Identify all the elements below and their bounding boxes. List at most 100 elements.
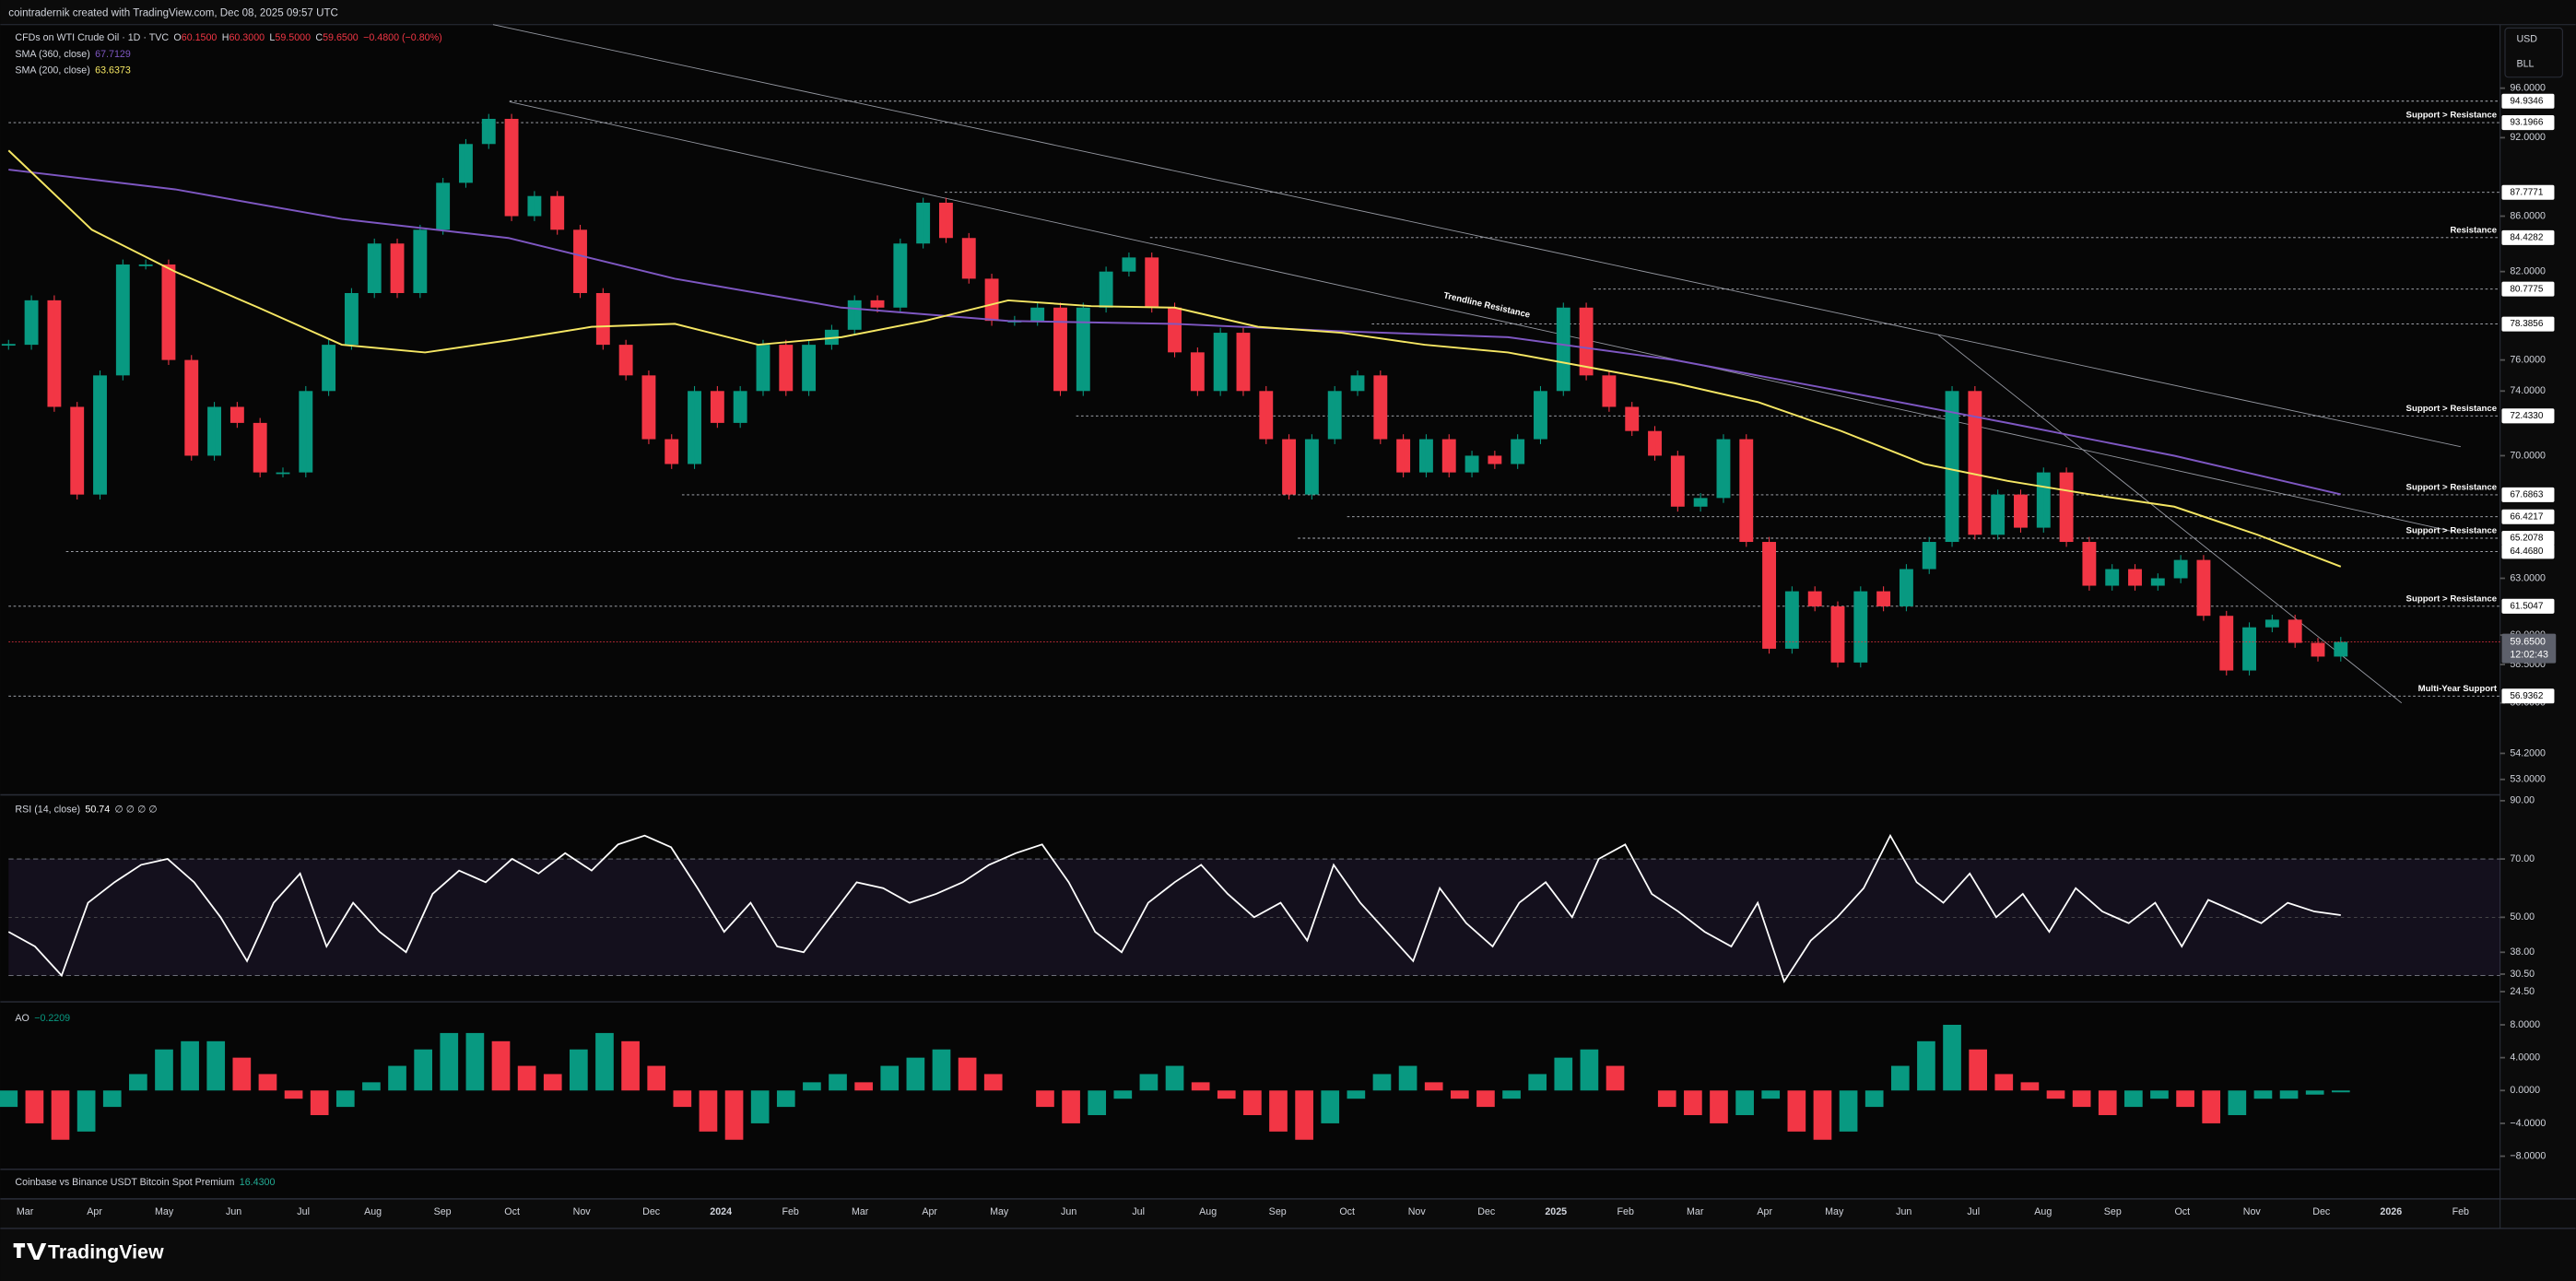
legend: SMA (360, close) 67.7129 <box>15 49 130 60</box>
y-tick-label: 54.2000 <box>2510 747 2546 758</box>
x-tick-label: Feb <box>1617 1206 1634 1217</box>
ao-bar <box>1890 1065 1910 1091</box>
x-tick-label: Aug <box>364 1206 382 1217</box>
legend-item: H <box>222 32 229 43</box>
ao-bar <box>1761 1090 1781 1099</box>
ao-bar <box>102 1090 122 1108</box>
y-tick-label: 70.00 <box>2510 853 2535 864</box>
ao-bar <box>1528 1074 1547 1091</box>
level-tag <box>2501 598 2555 614</box>
ao-bar <box>647 1065 666 1091</box>
ao-bar <box>129 1074 147 1091</box>
ao-bar <box>750 1090 770 1123</box>
ao-bar <box>1710 1090 1728 1123</box>
x-tick-label: Sep <box>1269 1206 1287 1217</box>
legend: CFDs on WTI Crude Oil · 1D · TVC O60.1500… <box>15 32 441 43</box>
ao-bar <box>206 1040 226 1091</box>
legend-item: −0.4800 (−0.80%) <box>363 32 442 43</box>
unit-box[interactable] <box>2504 27 2563 78</box>
y-tick-label: −4.0000 <box>2510 1118 2546 1129</box>
ao-bar <box>1657 1090 1676 1108</box>
currency[interactable]: USD <box>2516 34 2537 45</box>
x-tick-label: Aug <box>1199 1206 1217 1217</box>
x-tick-label: Jun <box>1896 1206 1911 1217</box>
y-tick-label: 24.50 <box>2510 986 2535 997</box>
x-tick-label: Mar <box>17 1206 34 1217</box>
annotation: Support > Resistance <box>2406 482 2498 492</box>
ao-bar <box>440 1032 459 1091</box>
ao-bar <box>1321 1090 1340 1123</box>
legend-item: O <box>173 32 181 43</box>
legend-item: 67.7129 <box>95 49 131 60</box>
level-tag <box>2501 487 2555 502</box>
ao-bar <box>2202 1090 2221 1123</box>
ao-bar <box>724 1090 744 1140</box>
ao-bar <box>2098 1090 2117 1116</box>
ao-bar <box>854 1082 873 1091</box>
legend-item: C <box>315 32 323 43</box>
x-tick-label: 2026 <box>2380 1206 2402 1217</box>
level-label: 61.5047 <box>2510 601 2543 611</box>
x-tick-label: Sep <box>434 1206 452 1217</box>
ao-bar <box>2020 1082 2040 1091</box>
ao-bar <box>258 1074 277 1091</box>
legend-item: Coinbase vs Binance USDT Bitcoin Spot Pr… <box>15 1177 234 1188</box>
legend-item: SMA (200, close) <box>15 65 89 76</box>
level-label: 56.9362 <box>2510 691 2543 701</box>
unit[interactable]: BLL <box>2516 58 2534 69</box>
x-tick-label: Nov <box>1408 1206 1427 1217</box>
level-label: 72.4330 <box>2510 411 2543 421</box>
ao-bar <box>335 1090 355 1108</box>
x-tick-label: May <box>155 1206 174 1217</box>
x-tick-label: Feb <box>2452 1206 2469 1217</box>
ao-bar <box>595 1032 614 1091</box>
sma-line <box>7 149 2342 568</box>
ao-bar <box>932 1049 951 1091</box>
level-tag <box>2501 281 2555 297</box>
ao-bar <box>543 1074 562 1091</box>
legend-item: 50.74 <box>85 804 110 815</box>
y-tick-label: 53.0000 <box>2510 774 2546 785</box>
ao-bar <box>673 1090 692 1108</box>
ao-bar <box>1735 1090 1754 1116</box>
level-label: 93.1966 <box>2510 118 2543 128</box>
level-tag <box>2501 115 2555 131</box>
ao-bar <box>1969 1049 1988 1091</box>
ao-bar <box>1943 1025 1961 1091</box>
ao-bar <box>155 1049 173 1091</box>
plot-background <box>0 24 2500 1199</box>
x-tick-label: Oct <box>1339 1206 1355 1217</box>
legend-item: SMA (360, close) <box>15 49 89 60</box>
ao-bar <box>776 1090 795 1108</box>
ao-bar <box>1502 1090 1521 1099</box>
ao-bar <box>1139 1074 1159 1091</box>
y-tick-label: 86.0000 <box>2510 210 2546 221</box>
ao-bar <box>699 1090 718 1132</box>
y-tick-label: 70.0000 <box>2510 450 2546 461</box>
legend-item: L <box>269 32 275 43</box>
level-label: 94.9346 <box>2510 96 2543 106</box>
annotation: Resistance <box>2450 225 2497 235</box>
legend: Coinbase vs Binance USDT Bitcoin Spot Pr… <box>15 1177 275 1188</box>
x-tick-label: Dec <box>642 1206 661 1217</box>
level-tag <box>2501 688 2555 704</box>
x-tick-label: Dec <box>1477 1206 1496 1217</box>
level-tag <box>2501 184 2555 200</box>
ao-bar <box>1813 1090 1832 1140</box>
ao-bar <box>51 1090 70 1140</box>
ao-bar <box>2305 1090 2324 1095</box>
x-tick-label: Apr <box>1757 1206 1772 1217</box>
last-price-label: 59.6500 <box>2510 636 2546 647</box>
x-tick-label: Mar <box>1687 1206 1704 1217</box>
ao-bar <box>76 1090 96 1132</box>
ao-bar <box>906 1057 925 1091</box>
trendline <box>509 101 2456 533</box>
ao-bar <box>232 1057 252 1091</box>
legend-item: 60.3000 <box>229 32 265 43</box>
ao-bar <box>1476 1090 1495 1108</box>
ao-bar <box>1088 1090 1107 1116</box>
ao-bar <box>2046 1090 2065 1099</box>
x-tick-label: Nov <box>573 1206 592 1217</box>
y-tick-label: 0.0000 <box>2510 1085 2540 1096</box>
legend: RSI (14, close) 50.74 ∅ ∅ ∅ ∅ <box>15 804 157 815</box>
